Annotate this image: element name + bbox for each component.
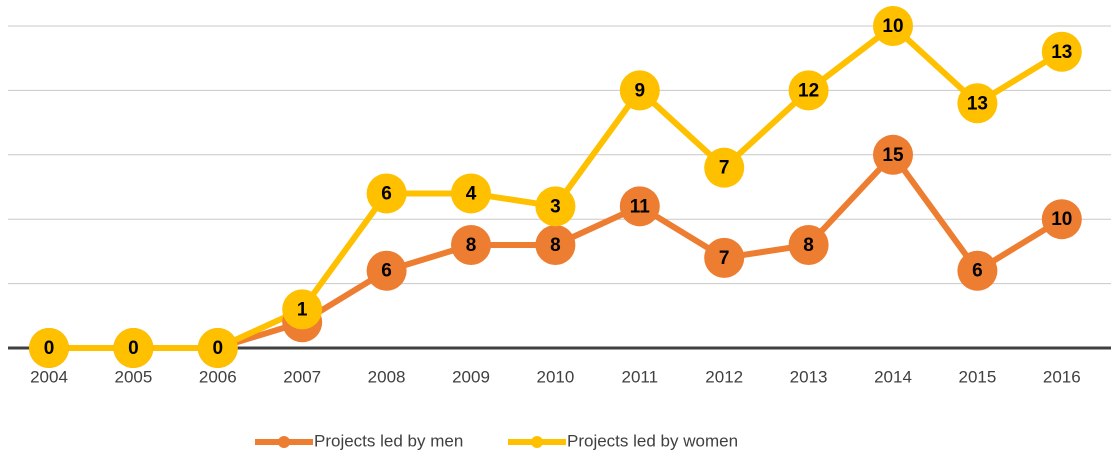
data-label: 6	[381, 261, 392, 282]
data-label: 3	[550, 196, 561, 217]
data-label: 8	[803, 235, 814, 256]
data-label: 0	[213, 338, 224, 359]
x-tick-label: 2007	[283, 367, 321, 386]
x-tick-label: 2015	[958, 367, 996, 386]
marker	[1041, 199, 1082, 240]
data-label: 13	[1051, 42, 1072, 63]
x-tick-label: 2016	[1043, 367, 1081, 386]
marker	[957, 250, 998, 291]
data-label: 8	[550, 235, 561, 256]
x-tick-label: 2010	[536, 367, 574, 386]
marker	[619, 70, 660, 111]
data-label: 12	[798, 80, 819, 101]
x-tick-label: 2012	[705, 367, 743, 386]
marker	[1041, 31, 1082, 72]
data-label: 15	[882, 145, 904, 166]
data-label: 10	[882, 16, 903, 37]
data-label: 7	[719, 248, 730, 269]
x-tick-label: 2008	[368, 367, 406, 386]
data-label: 10	[1051, 209, 1072, 230]
marker	[451, 224, 491, 265]
data-label: 11	[630, 196, 651, 217]
data-label: 9	[635, 80, 646, 101]
data-label: 6	[972, 261, 983, 282]
x-tick-label: 2009	[452, 367, 490, 386]
marker	[704, 237, 745, 278]
marker	[873, 6, 913, 46]
marker	[366, 173, 407, 214]
legend-marker	[278, 436, 290, 448]
data-label: 1	[297, 299, 308, 320]
x-tick-label: 2006	[199, 367, 237, 386]
marker	[535, 186, 576, 227]
data-label: 0	[44, 338, 55, 359]
x-tick-label: 2005	[114, 367, 152, 386]
marker	[873, 134, 913, 175]
marker	[113, 328, 154, 368]
marker	[451, 173, 491, 214]
marker	[704, 147, 745, 188]
legend-label: Projects led by women	[567, 431, 738, 450]
marker	[282, 289, 323, 330]
legend-label: Projects led by men	[314, 431, 463, 450]
legend-marker	[531, 436, 543, 448]
marker	[197, 328, 238, 368]
data-label: 4	[466, 183, 477, 204]
data-label: 8	[466, 235, 477, 256]
data-label: 0	[128, 338, 139, 359]
marker	[29, 328, 69, 368]
data-label: 13	[967, 93, 988, 114]
data-label: 7	[719, 158, 730, 179]
marker	[619, 186, 660, 227]
x-tick-label: 2013	[790, 367, 828, 386]
marker	[535, 224, 576, 265]
x-tick-label: 2014	[874, 367, 912, 386]
x-tick-label: 2011	[622, 367, 659, 386]
marker	[788, 224, 829, 265]
marker	[366, 250, 407, 291]
marker	[788, 70, 829, 111]
data-label: 6	[381, 183, 392, 204]
x-tick-label: 2004	[30, 367, 68, 386]
marker	[957, 83, 998, 124]
